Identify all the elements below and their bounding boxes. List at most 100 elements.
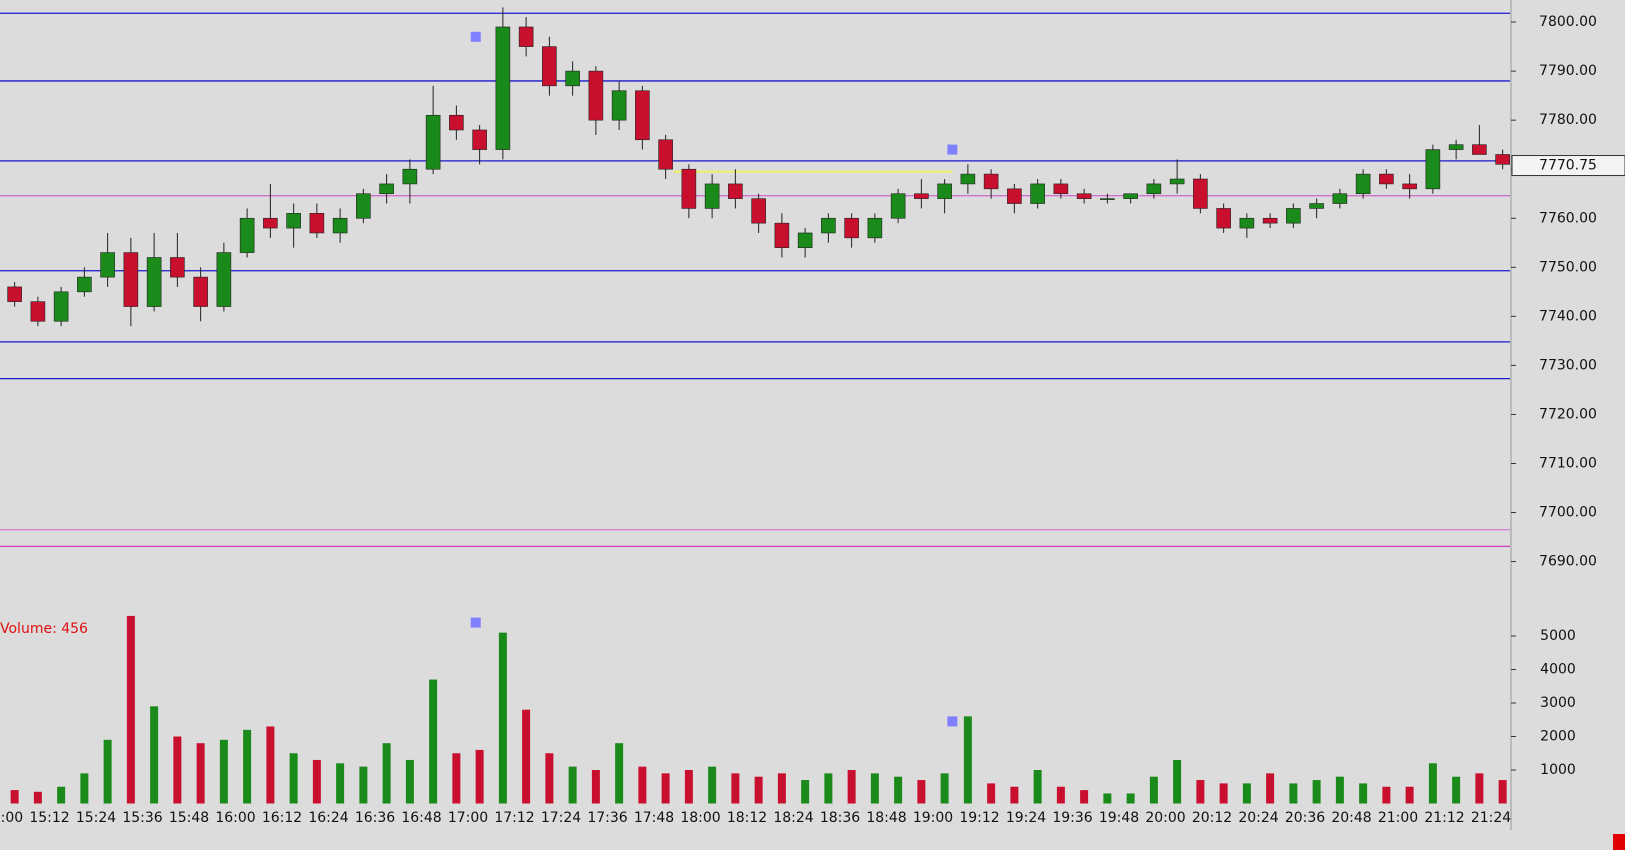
candle-body	[704, 183, 720, 209]
x-tick-label: 18:48	[866, 810, 906, 826]
x-tick-label: 18:00	[680, 810, 720, 826]
candle-body	[1448, 144, 1464, 150]
candle-body	[7, 286, 22, 302]
x-tick-label: 15:00	[0, 810, 23, 826]
volume-bar	[1382, 786, 1391, 804]
x-tick-label: 17:24	[541, 810, 581, 826]
candle-body	[1053, 183, 1069, 195]
candle-body	[542, 46, 557, 87]
candle-body	[379, 183, 394, 195]
y-tick-label: 7750.00	[1539, 259, 1597, 275]
candle-body	[263, 217, 278, 229]
volume-bar	[1033, 770, 1042, 804]
candle-body	[356, 193, 371, 219]
volume-bar	[1242, 783, 1251, 804]
corner-indicator	[1613, 834, 1625, 850]
x-tick-label: 21:12	[1424, 810, 1464, 826]
candle-body	[1076, 193, 1092, 199]
volume-bar	[870, 773, 879, 804]
x-tick-label: 19:36	[1052, 810, 1092, 826]
candle-body	[797, 232, 813, 248]
x-tick-label: 21:00	[1378, 810, 1418, 826]
candle-body	[1402, 183, 1417, 190]
y-tick-label: 7690.00	[1539, 554, 1597, 570]
candle-body	[1309, 203, 1324, 209]
last-price-box	[1511, 155, 1625, 177]
candle-body	[402, 168, 418, 185]
candle-body	[844, 217, 859, 239]
volume-bar	[824, 773, 833, 804]
volume-bar	[33, 791, 42, 804]
candle-body	[100, 252, 115, 278]
volume-tick-label: 1000	[1540, 762, 1576, 778]
volume-bar	[1010, 786, 1019, 804]
volume-tick-label: 4000	[1540, 662, 1576, 678]
volume-tick-label: 5000	[1540, 628, 1576, 644]
volume-tick-label: 2000	[1540, 729, 1576, 745]
volume-bar	[80, 773, 89, 804]
x-tick-label: 16:24	[308, 810, 348, 826]
x-tick-label: 18:36	[820, 810, 860, 826]
volume-bar	[1498, 780, 1507, 804]
x-tick-label: 15:48	[169, 810, 209, 826]
candle-body	[123, 252, 139, 307]
candle-body	[472, 129, 487, 150]
volume-bar	[312, 759, 321, 804]
candle-body	[937, 183, 952, 199]
candle-body	[146, 257, 162, 307]
volume-bar	[591, 770, 600, 804]
candle-body	[751, 198, 766, 224]
candle-body	[425, 114, 441, 170]
candle-body	[960, 173, 976, 185]
volume-bar	[894, 776, 903, 804]
volume-bar	[847, 770, 856, 804]
x-tick-label: 19:48	[1099, 810, 1139, 826]
y-tick-label: 7740.00	[1539, 308, 1597, 324]
volume-bar	[1103, 793, 1112, 804]
x-tick-label: 18:12	[727, 810, 767, 826]
volume-bar	[150, 706, 159, 804]
volume-bar	[1080, 790, 1089, 804]
volume-bar	[754, 776, 763, 804]
volume-bar	[1266, 773, 1275, 804]
y-tick-label: 7780.00	[1539, 112, 1597, 128]
volume-bar	[638, 766, 647, 804]
candle-body	[286, 213, 301, 229]
volume-bar	[661, 773, 670, 804]
candle-body	[611, 90, 627, 121]
volume-bar	[1149, 776, 1158, 804]
candle-body	[1472, 144, 1487, 155]
volume-marker	[470, 617, 481, 628]
volume-bar	[173, 736, 182, 804]
candle-body	[914, 193, 929, 199]
x-tick-label: 17:12	[494, 810, 534, 826]
volume-bar	[801, 780, 810, 804]
volume-bar	[568, 766, 577, 804]
x-tick-label: 20:12	[1192, 810, 1232, 826]
y-tick-label: 7760.00	[1539, 210, 1597, 226]
x-tick-label: 21:24	[1471, 810, 1511, 826]
volume-bar	[57, 786, 66, 804]
x-tick-label: 17:48	[634, 810, 674, 826]
candle-body	[1355, 173, 1371, 195]
candle-body	[867, 217, 883, 239]
volume-bar	[1219, 783, 1228, 804]
candle-body	[309, 213, 325, 234]
volume-bar	[1335, 776, 1344, 804]
candle-body	[1216, 208, 1231, 229]
candle-body	[983, 173, 999, 190]
x-tick-label: 20:36	[1285, 810, 1325, 826]
volume-bar	[1126, 793, 1135, 804]
x-tick-label: 19:24	[1006, 810, 1046, 826]
volume-label: Volume: 456	[0, 621, 88, 637]
candle-body	[658, 139, 673, 170]
candle-body	[890, 193, 906, 219]
candle-body	[1239, 217, 1255, 229]
volume-bar	[1056, 786, 1065, 804]
volume-bar	[1428, 763, 1437, 804]
volume-bar	[336, 763, 345, 804]
y-tick-label: 7790.00	[1539, 63, 1597, 79]
candle-body	[170, 257, 185, 278]
